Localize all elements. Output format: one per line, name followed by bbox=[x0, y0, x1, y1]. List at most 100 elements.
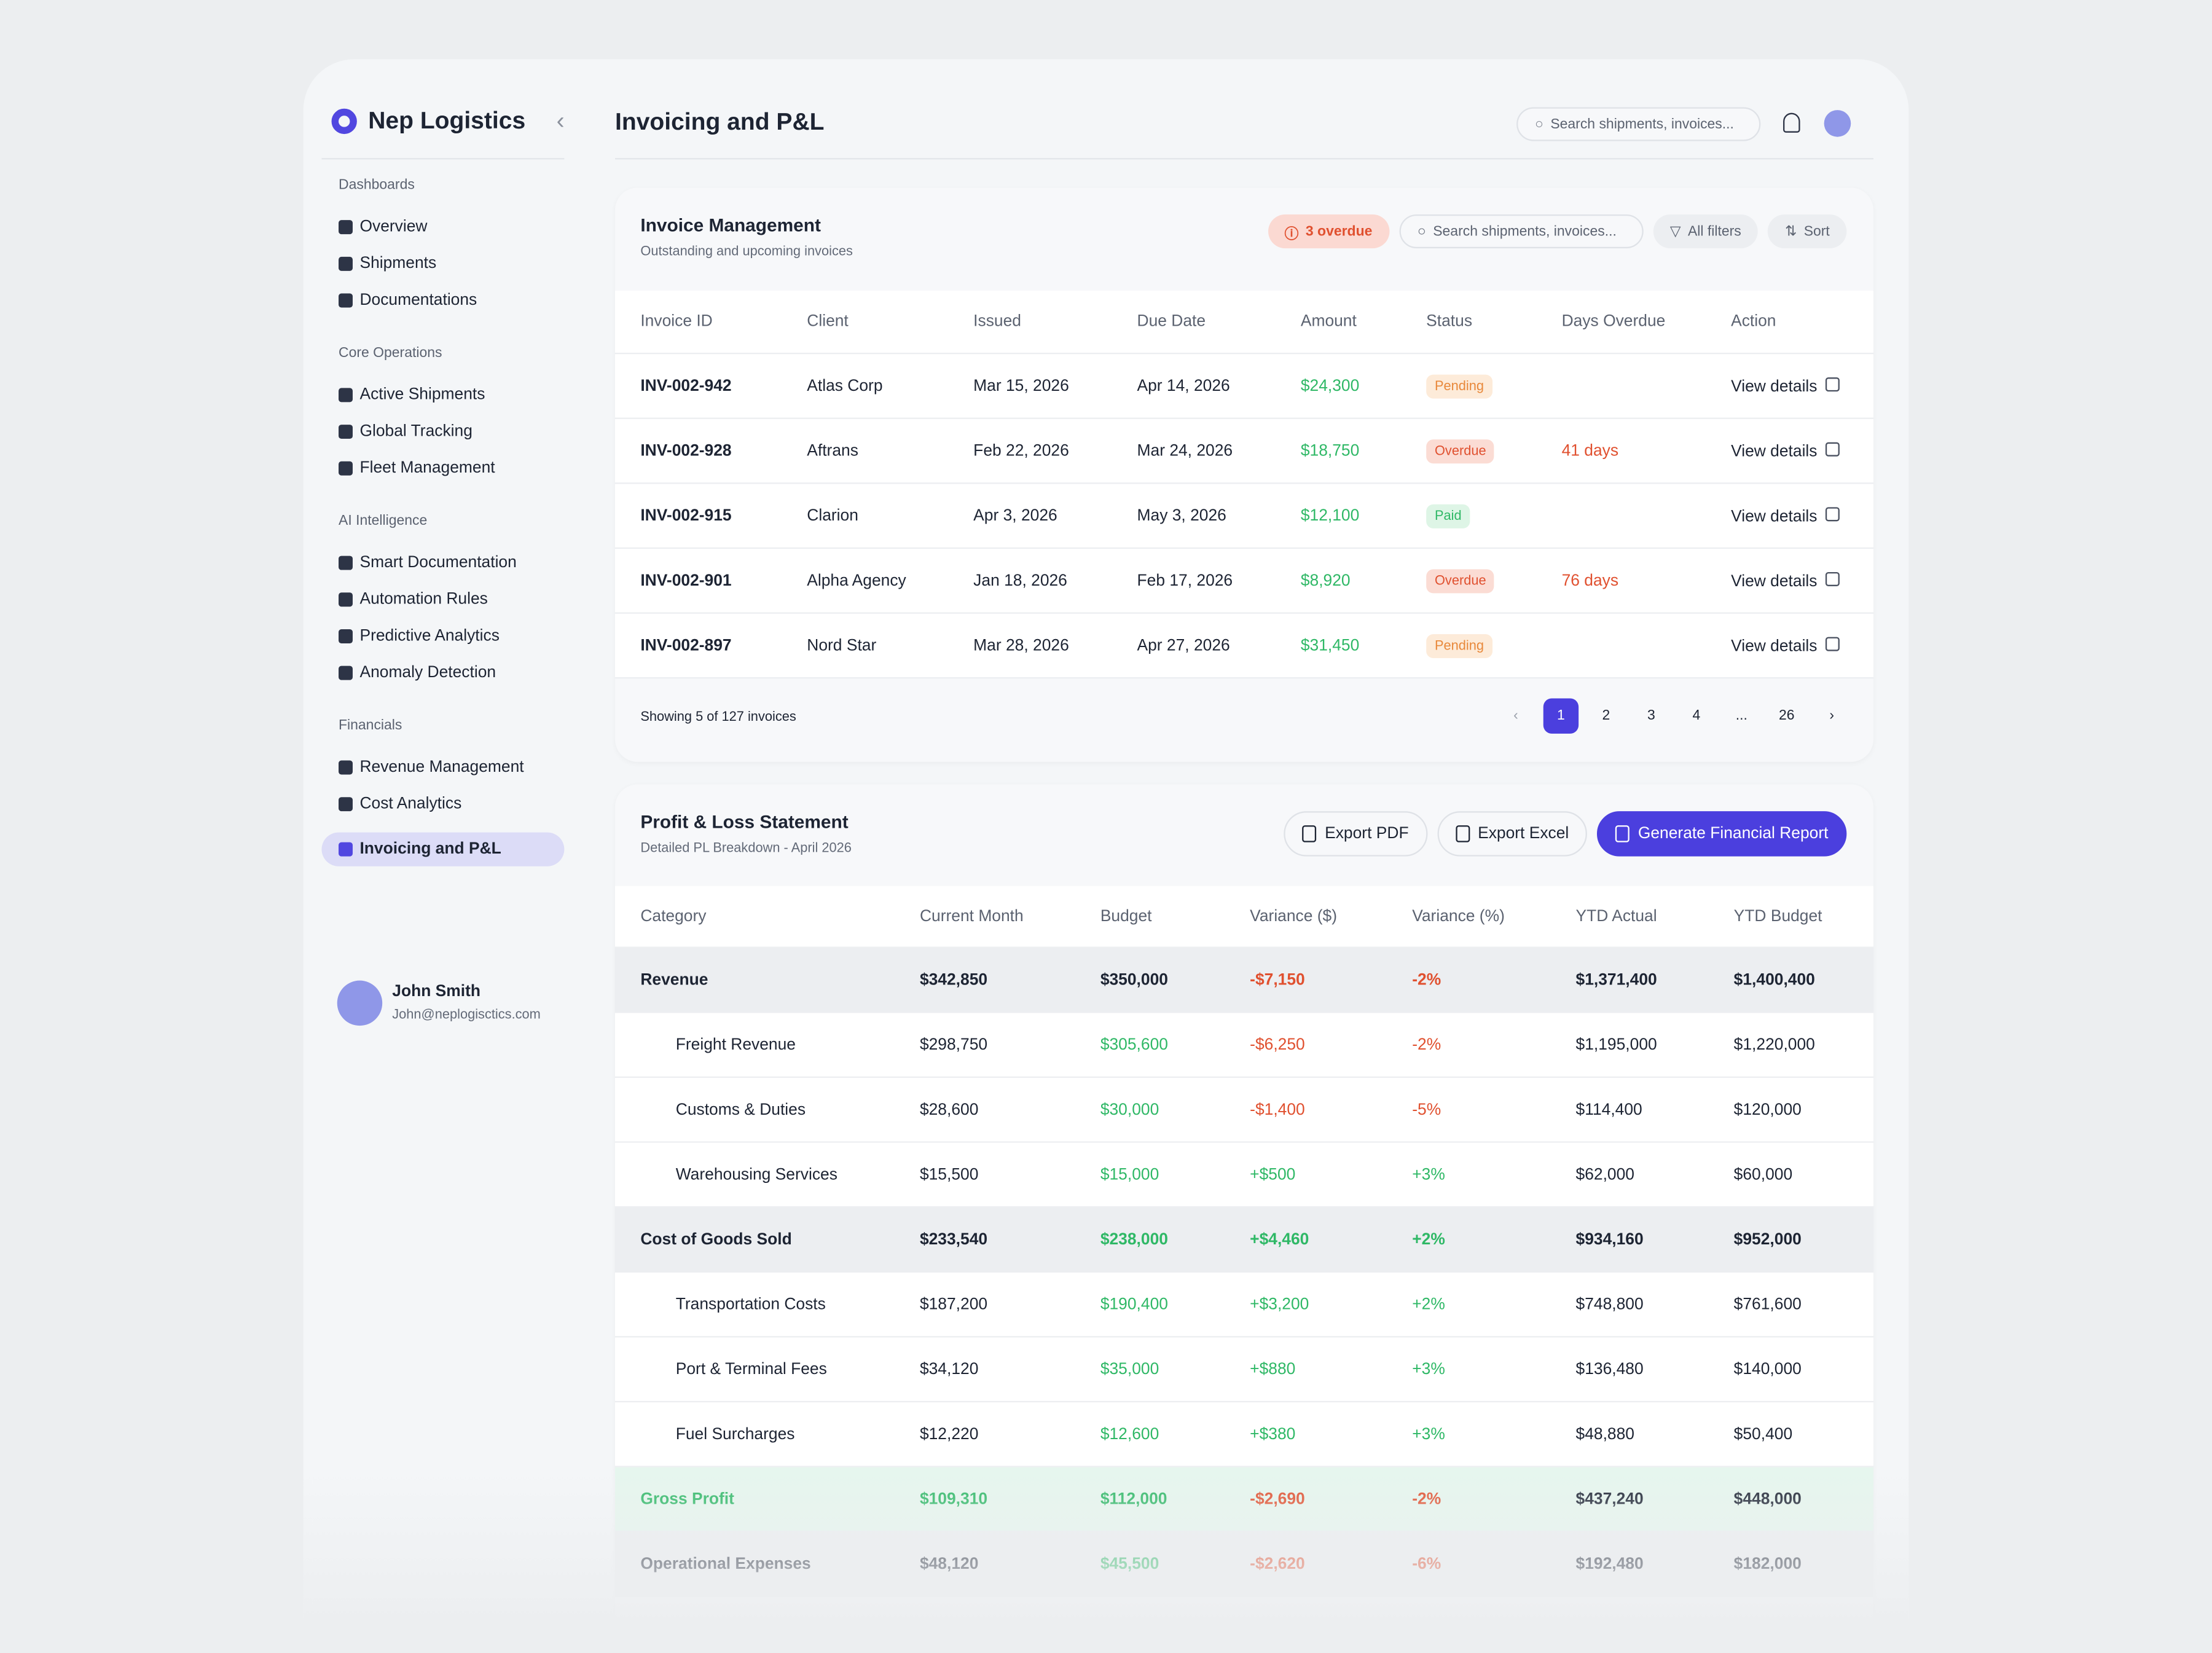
overdue-badge[interactable]: ⓘ 3 overdue bbox=[1267, 214, 1389, 249]
cell: $1,371,400 bbox=[1575, 971, 1657, 989]
nav-section: Core Operations Active Shipments Global Tr… bbox=[321, 346, 568, 485]
action-button[interactable]: Export Excel bbox=[1437, 811, 1588, 857]
page-button[interactable]: 3 bbox=[1647, 708, 1655, 724]
nav-item[interactable]: Overview bbox=[321, 210, 568, 244]
view-details[interactable]: View details bbox=[1731, 506, 1840, 525]
cell: $114,400 bbox=[1575, 1101, 1642, 1118]
column-header: YTD Actual bbox=[1575, 908, 1657, 925]
button-label: Export Excel bbox=[1478, 825, 1569, 842]
nav-icon bbox=[339, 592, 353, 607]
cell: Mar 15, 2026 bbox=[973, 377, 1069, 395]
invoice-table: Invoice ID Client Issued Due Date Amount Stat… bbox=[615, 290, 1873, 679]
cell: $15,000 bbox=[1100, 1166, 1159, 1184]
view-details[interactable]: View details bbox=[1731, 636, 1840, 654]
nav-item[interactable]: Global Tracking bbox=[321, 415, 568, 449]
collapse[interactable]: ‹ bbox=[556, 107, 565, 135]
search-placeholder: Search shipments, invoices... bbox=[1550, 116, 1734, 132]
nav-item[interactable]: Fleet Management bbox=[321, 452, 568, 485]
page-button[interactable]: 26 bbox=[1779, 708, 1795, 724]
pagination: ‹ 1 2 3 4... 26 › bbox=[1498, 698, 1849, 734]
sort-button[interactable]: ⇅ Sort bbox=[1768, 214, 1847, 249]
cell: $1,195,000 bbox=[1575, 1036, 1657, 1053]
cell: May 3, 2026 bbox=[1137, 507, 1226, 524]
cell: INV-002-915 bbox=[640, 507, 732, 524]
bell[interactable] bbox=[1783, 112, 1800, 133]
nav-item[interactable]: Documentations bbox=[321, 283, 568, 317]
cell: $298,750 bbox=[919, 1036, 988, 1053]
column-header: Budget bbox=[1100, 908, 1152, 925]
view-details[interactable]: View details bbox=[1731, 571, 1840, 590]
action-label: View details bbox=[1731, 637, 1818, 655]
cell: $48,120 bbox=[919, 1555, 979, 1573]
nav-item[interactable]: Active Shipments bbox=[321, 378, 568, 412]
cell: $34,120 bbox=[919, 1360, 979, 1378]
prev-page[interactable]: ‹ bbox=[1513, 708, 1518, 724]
external-icon bbox=[1826, 506, 1840, 521]
card-subtitle: Outstanding and upcoming invoices bbox=[640, 244, 853, 260]
user-name: John Smith bbox=[392, 983, 481, 1000]
filters-text: All filters bbox=[1687, 223, 1741, 240]
alert-icon: ⓘ bbox=[1284, 226, 1299, 242]
cell: $192,480 bbox=[1575, 1555, 1644, 1573]
divider bbox=[615, 158, 1873, 160]
button-icon bbox=[1302, 825, 1317, 842]
overdue-text: 3 overdue bbox=[1305, 223, 1373, 240]
view-details[interactable]: View details bbox=[1731, 441, 1840, 460]
invoice-tools: ⓘ 3 overdue ○ Search shipments, invoices..… bbox=[1267, 214, 1847, 249]
nav-icon bbox=[339, 425, 353, 439]
action-label: View details bbox=[1731, 378, 1818, 395]
user-card: John Smith John@neplogisctics.com bbox=[337, 980, 541, 1026]
pagination-info: Showing 5 of 127 invoices bbox=[640, 709, 796, 726]
pnl-table: Category Current Month Budget Variance ($) V… bbox=[615, 885, 1873, 1597]
nav-item[interactable]: Anomaly Detection bbox=[321, 656, 568, 690]
nav-item[interactable]: Cost Analytics bbox=[321, 787, 568, 821]
page-button[interactable]: 1 bbox=[1543, 698, 1579, 734]
cell: -$6,250 bbox=[1250, 1036, 1305, 1053]
nav-label: Global Tracking bbox=[359, 423, 473, 441]
cell: Clarion bbox=[807, 507, 858, 524]
cell: Apr 14, 2026 bbox=[1137, 377, 1230, 395]
nav-item[interactable]: Revenue Management bbox=[321, 750, 568, 784]
nav-icon bbox=[339, 220, 353, 235]
cell: $190,400 bbox=[1100, 1295, 1168, 1313]
invoice-row: INV-002-897 Nord Star Mar 28, 2026 Apr 27, … bbox=[615, 614, 1873, 679]
action-button[interactable]: Generate Financial Report bbox=[1597, 811, 1847, 857]
page-button[interactable]: 4 bbox=[1692, 708, 1701, 724]
nav-item[interactable]: Invoicing and P&L bbox=[321, 832, 565, 866]
category: Freight Revenue bbox=[675, 1036, 796, 1053]
nav-item[interactable]: Predictive Analytics bbox=[321, 619, 568, 653]
pnl-heading: Profit & Loss Statement Detailed PL Break… bbox=[640, 811, 852, 856]
cell: Aftrans bbox=[807, 442, 858, 460]
cell: $761,600 bbox=[1733, 1295, 1802, 1313]
header-avatar[interactable] bbox=[1824, 110, 1851, 137]
invoice-search[interactable]: ○ Search shipments, invoices... bbox=[1399, 214, 1644, 249]
pnl-row: Revenue $342,850 $350,000 -$7,150 -2% $1,371,… bbox=[615, 948, 1873, 1013]
nav-item[interactable]: Shipments bbox=[321, 247, 568, 281]
cell: -2% bbox=[1412, 1490, 1441, 1508]
view-details[interactable]: View details bbox=[1731, 377, 1840, 395]
brand: Nep Logistics ‹ bbox=[331, 107, 565, 135]
cell: -$1,400 bbox=[1250, 1101, 1305, 1118]
page-button[interactable]: ... bbox=[1735, 708, 1747, 724]
cell: +3% bbox=[1412, 1166, 1445, 1184]
next-page[interactable]: › bbox=[1829, 708, 1835, 724]
action-button[interactable]: Export PDF bbox=[1284, 811, 1427, 857]
cell: +$4,460 bbox=[1250, 1231, 1309, 1248]
nav-item[interactable]: Smart Documentation bbox=[321, 546, 568, 580]
column-header: Invoice ID bbox=[640, 313, 713, 331]
button-label: Export PDF bbox=[1325, 825, 1409, 842]
pnl-row: Gross Profit $109,310 $112,000 -$2,690 -2% $4… bbox=[615, 1467, 1873, 1533]
user-email: John@neplogisctics.com bbox=[392, 1007, 541, 1023]
cell: $30,000 bbox=[1100, 1101, 1159, 1118]
cell: $120,000 bbox=[1733, 1101, 1802, 1118]
page-button[interactable]: 2 bbox=[1602, 708, 1610, 724]
cell: $45,500 bbox=[1100, 1555, 1159, 1573]
nav-label: Shipments bbox=[359, 255, 437, 273]
cell: $448,000 bbox=[1733, 1490, 1802, 1508]
filters-button[interactable]: ▽ All filters bbox=[1653, 214, 1759, 249]
nav-item[interactable]: Automation Rules bbox=[321, 583, 568, 616]
section-title: Core Operations bbox=[339, 345, 442, 361]
external-icon bbox=[1826, 636, 1840, 651]
global-search[interactable]: ○ Search shipments, invoices... bbox=[1516, 107, 1761, 141]
